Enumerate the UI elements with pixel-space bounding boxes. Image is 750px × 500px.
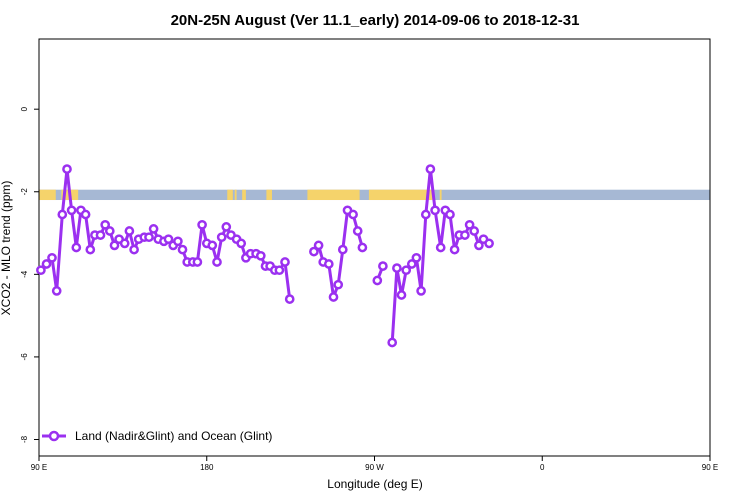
data-point bbox=[474, 240, 484, 251]
plot-frame bbox=[38, 38, 711, 457]
x-tick-label: 90 W bbox=[365, 463, 384, 472]
data-point bbox=[173, 236, 183, 247]
data-point bbox=[95, 230, 106, 240]
data-point bbox=[71, 242, 82, 253]
data-point bbox=[378, 261, 388, 271]
data-point bbox=[357, 242, 368, 253]
data-point bbox=[445, 209, 455, 220]
data-point bbox=[420, 209, 431, 220]
data-point bbox=[197, 219, 207, 230]
data-point bbox=[100, 219, 111, 230]
data-point bbox=[212, 257, 222, 267]
legend: Land (Nadir&Glint) and Ocean (Glint) bbox=[42, 429, 272, 443]
series-line bbox=[39, 167, 292, 300]
data-point bbox=[449, 244, 460, 255]
data-point bbox=[401, 265, 412, 276]
data-point bbox=[177, 244, 188, 255]
data-point bbox=[323, 259, 334, 269]
data-point bbox=[36, 265, 46, 276]
data-point bbox=[47, 252, 57, 263]
data-point bbox=[337, 244, 348, 255]
data-point bbox=[104, 226, 115, 236]
land-ocean-band bbox=[39, 189, 710, 201]
land-segment bbox=[266, 189, 272, 201]
data-point bbox=[274, 265, 285, 276]
y-tick-label: -6 bbox=[20, 353, 29, 361]
data-point bbox=[124, 226, 135, 236]
x-tick-label: 90 E bbox=[31, 463, 47, 472]
x-tick-label: 0 bbox=[540, 463, 545, 472]
data-point bbox=[416, 286, 426, 296]
data-point bbox=[396, 290, 407, 300]
land-segment bbox=[439, 189, 442, 201]
data-point bbox=[333, 279, 344, 290]
data-point bbox=[80, 209, 91, 220]
x-axis-label: Longitude (deg E) bbox=[327, 477, 422, 491]
data-point bbox=[66, 205, 77, 216]
series-layer bbox=[36, 164, 494, 348]
y-axis-label: XCO2 - MLO trend (ppm) bbox=[0, 181, 13, 316]
data-point bbox=[313, 240, 324, 251]
data-point bbox=[57, 209, 68, 220]
y-tick-label: -8 bbox=[20, 435, 29, 443]
data-point bbox=[221, 222, 232, 232]
data-point bbox=[85, 244, 96, 255]
chart-title: 20N-25N August (Ver 11.1_early) 2014-09-… bbox=[171, 12, 580, 29]
data-point bbox=[216, 232, 227, 243]
data-point bbox=[129, 244, 139, 255]
x-tick-label: 180 bbox=[200, 463, 214, 472]
y-tick-label: -2 bbox=[20, 188, 29, 196]
data-point bbox=[469, 226, 480, 236]
y-tick-label: 0 bbox=[20, 106, 29, 111]
y-tick-label: -4 bbox=[20, 270, 29, 278]
data-point bbox=[62, 164, 72, 174]
data-point bbox=[280, 257, 290, 267]
data-point bbox=[192, 257, 203, 267]
data-point bbox=[464, 219, 475, 230]
data-point bbox=[309, 246, 319, 257]
data-point bbox=[392, 263, 402, 273]
land-segment bbox=[227, 189, 233, 201]
data-point bbox=[328, 292, 339, 302]
data-point bbox=[255, 250, 266, 261]
data-point bbox=[352, 226, 363, 236]
land-segment bbox=[368, 189, 435, 201]
data-point bbox=[41, 259, 52, 269]
land-segment bbox=[234, 189, 237, 201]
data-point bbox=[406, 259, 417, 269]
data-point bbox=[207, 240, 218, 251]
land-segment bbox=[307, 189, 360, 201]
data-point bbox=[109, 240, 120, 251]
data-point bbox=[348, 209, 358, 220]
data-point bbox=[163, 234, 174, 245]
land-segment bbox=[39, 189, 56, 201]
data-point bbox=[148, 224, 159, 234]
data-point bbox=[144, 232, 154, 243]
data-point bbox=[435, 242, 446, 253]
legend-label: Land (Nadir&Glint) and Ocean (Glint) bbox=[75, 429, 272, 443]
land-segment bbox=[242, 189, 246, 201]
legend-marker-swatch bbox=[48, 430, 60, 442]
data-point bbox=[430, 205, 440, 216]
data-point bbox=[119, 238, 130, 249]
data-point bbox=[484, 238, 494, 249]
data-point bbox=[284, 294, 295, 304]
y-axis: 0 -2 -4 -6 -8 bbox=[20, 106, 39, 443]
data-point bbox=[387, 337, 398, 348]
data-point bbox=[460, 230, 470, 240]
data-point bbox=[372, 275, 383, 286]
data-point bbox=[411, 252, 422, 263]
data-point bbox=[51, 286, 62, 296]
data-point bbox=[425, 164, 436, 174]
data-point bbox=[236, 238, 247, 249]
x-tick-label: 90 E bbox=[702, 463, 718, 472]
